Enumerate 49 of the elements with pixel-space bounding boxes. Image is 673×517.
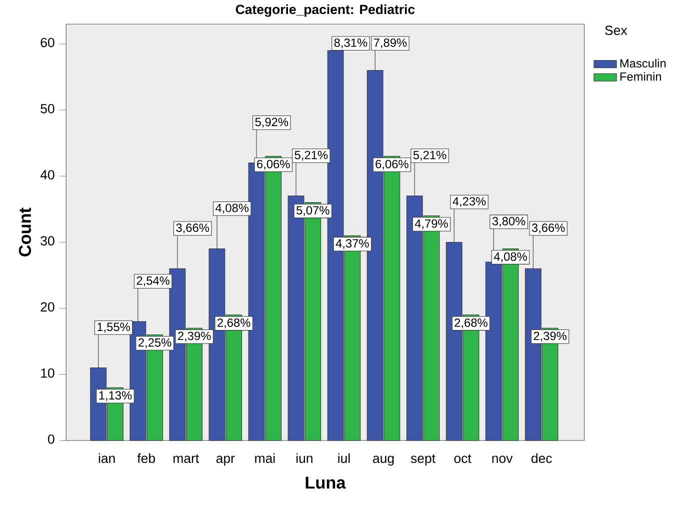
annotation: 6,06% <box>257 160 290 170</box>
x-tick-label: oct <box>454 454 472 463</box>
y-tick-label: 10 <box>41 368 54 378</box>
y-tick-label: 20 <box>40 302 54 312</box>
annotation: 4,08% <box>216 204 249 214</box>
annotation: 3,66% <box>532 223 565 234</box>
y-tick-label: 40 <box>40 170 54 180</box>
annotation: 4,79% <box>414 219 448 230</box>
y-tick-label: 0 <box>48 434 54 444</box>
x-tick-label: feb <box>137 453 155 463</box>
x-tick-label: sept <box>410 454 436 466</box>
x-tick-label: mai <box>255 453 275 463</box>
x-tick-label: dec <box>532 453 552 463</box>
legend-title: Sex <box>605 26 628 35</box>
annotation: 2,54% <box>136 276 170 286</box>
annotation: 2,25% <box>138 338 172 348</box>
legend-label: Masculin <box>620 58 666 68</box>
annotation: 5,21% <box>413 150 446 161</box>
annotation: 4,08% <box>494 252 527 262</box>
annotation: 1,55% <box>98 322 130 332</box>
annotation: 2,39% <box>534 332 566 342</box>
chart-title: Categorie_pacient: Pediatric <box>236 4 415 17</box>
annotation: 4,23% <box>452 197 486 207</box>
x-tick-label: aug <box>373 456 394 466</box>
annotation: 7,89% <box>374 38 407 48</box>
annotation: 5,21% <box>294 150 328 161</box>
annotation: 8,31% <box>334 38 368 48</box>
x-axis-title: Luna <box>306 476 346 489</box>
x-tick-label: nov <box>492 456 513 463</box>
annotation: 2,68% <box>454 318 488 328</box>
x-tick-label: iun <box>296 453 312 463</box>
annotation: 5,92% <box>255 118 288 128</box>
y-axis-title: Count <box>18 208 32 256</box>
annotation: 4,37% <box>336 239 369 249</box>
x-tick-label: ian <box>98 453 115 463</box>
annotation: 5,07% <box>296 206 330 216</box>
x-tick-label: iul <box>338 453 350 463</box>
annotation: 2,39% <box>178 332 211 342</box>
annotation: 2,68% <box>218 318 250 328</box>
x-tick-label: mart <box>174 454 199 463</box>
annotation: 3,66% <box>176 223 210 234</box>
annotation: 3,80% <box>492 216 526 227</box>
y-tick-label: 60 <box>40 38 54 48</box>
x-tick-label: apr <box>216 456 235 466</box>
annotation: 1,13% <box>99 391 132 401</box>
y-tick-label: 30 <box>40 236 54 246</box>
annotation: 6,06% <box>376 160 408 170</box>
y-tick-label: 50 <box>40 104 54 114</box>
legend-label: Feminin <box>620 72 661 81</box>
